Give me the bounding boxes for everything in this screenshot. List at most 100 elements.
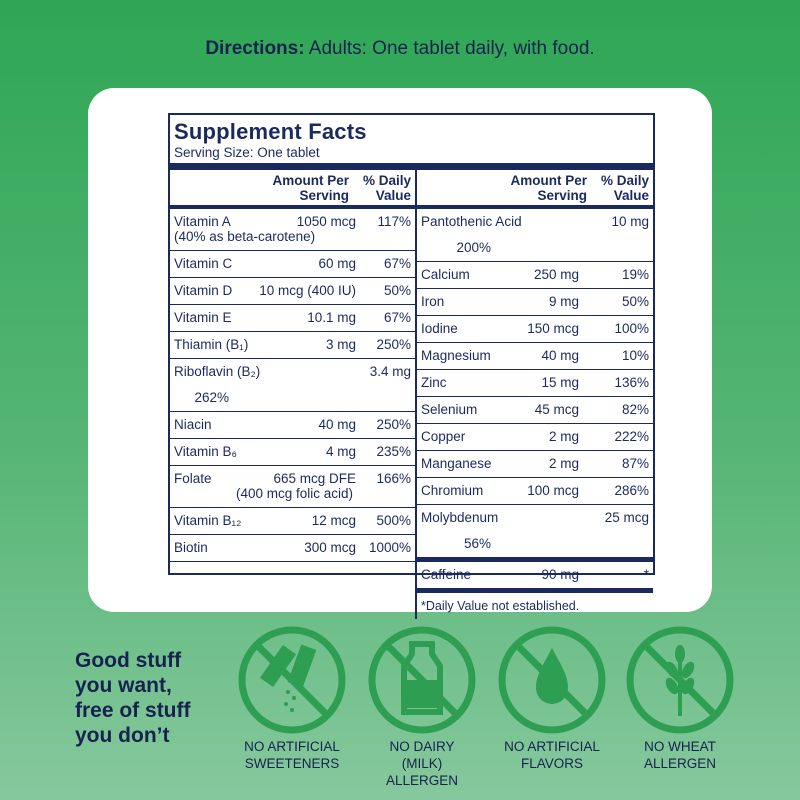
nutrient-amount: 250 mg — [533, 267, 579, 282]
nutrient-row: Manganese 2 mg 87% — [417, 451, 653, 478]
badge-line: NO WHEAT — [644, 739, 716, 754]
nutrient-row: Iron 9 mg 50% — [417, 289, 653, 316]
badge: NO ARTIFICIAL SWEETENERS — [222, 624, 362, 772]
nutrient-row: Magnesium 40 mg 10% — [417, 343, 653, 370]
header-line: Serving — [537, 188, 587, 203]
nutrient-name: Zinc — [421, 375, 447, 390]
dv-header: % Daily Value — [597, 173, 649, 203]
nutrient-name: Folate — [174, 471, 212, 486]
header-line: Value — [375, 188, 411, 203]
daily-value: 1000% — [368, 540, 411, 555]
daily-value: 56% — [463, 536, 491, 551]
nutrient-name: Thiamin (B₁) — [174, 337, 249, 352]
badge: NO ARTIFICIAL FLAVORS — [482, 624, 622, 772]
icon — [498, 626, 606, 734]
badge-line: ALLERGEN — [385, 773, 459, 788]
nutrient-row: Iodine 150 mcg 100% — [417, 316, 653, 343]
daily-value: 50% — [621, 294, 649, 309]
badge-label: NO ARTIFICIAL FLAVORS — [482, 738, 622, 772]
supplement-facts: Supplement Facts Serving Size: One table… — [168, 113, 655, 619]
nutrient-amount: 2 mg — [548, 429, 579, 444]
nutrient-row: Niacin 40 mg 250% — [170, 412, 415, 439]
nutrient-name: Riboflavin (B₂) — [174, 364, 261, 379]
nutrient-row: Biotin 300 mcg 1000% — [170, 535, 415, 562]
daily-value: 500% — [376, 513, 411, 528]
tagline: Good stuff you want, free of stuff you don’… — [75, 648, 191, 748]
header-line: Amount Per — [510, 173, 587, 188]
header-line: % Daily — [362, 173, 411, 188]
daily-value: 262% — [194, 390, 229, 405]
nutrient-amount: 40 mg — [318, 417, 356, 432]
rule — [170, 163, 653, 170]
daily-value: 200% — [456, 240, 491, 255]
nutrient-amount: 665 mcg DFE — [273, 471, 356, 486]
nutrient-amount: 1050 mcg — [296, 214, 356, 229]
nutrient-amount: 100 mcg — [527, 483, 579, 498]
nutrient-amount: 3 mg — [325, 337, 356, 352]
nutrient-name: Vitamin D — [174, 283, 233, 298]
daily-value: 166% — [376, 471, 411, 486]
daily-value: 50% — [383, 283, 411, 298]
nutrient-name: Selenium — [421, 402, 478, 417]
column-header: Amount Per Serving% Daily Value — [170, 170, 415, 209]
nutrient-row: Vitamin A 1050 mcg 117% (40% as beta-carote… — [170, 209, 415, 251]
column-header: Amount Per Serving% Daily Value — [417, 170, 653, 209]
daily-value: 67% — [383, 310, 411, 325]
nutrient-name: Iodine — [421, 321, 458, 336]
daily-value: 250% — [376, 417, 411, 432]
icon — [368, 626, 476, 734]
nutrient-name: Calcium — [421, 267, 470, 282]
nutrient-row: Pantothenic Acid 10 mg 200% — [417, 209, 653, 262]
nutrient-name: Vitamin B₁₂ — [174, 513, 242, 528]
nutrient-amount: 10 mcg (400 IU) — [259, 283, 356, 298]
badge-label: NO ARTIFICIAL SWEETENERS — [222, 738, 362, 772]
nutrient-row: Thiamin (B₁) 3 mg 250% — [170, 332, 415, 359]
daily-value: 286% — [614, 483, 649, 498]
nutrient-amount: 90 mg — [541, 567, 579, 582]
card — [88, 88, 712, 612]
nutrient-row: Copper 2 mg 222% — [417, 424, 653, 451]
nutrient-row: Selenium 45 mcg 82% — [417, 397, 653, 424]
daily-value: 10% — [621, 348, 649, 363]
nutrient-row: Zinc 15 mg 136% — [417, 370, 653, 397]
nutrient-amount: 40 mg — [541, 348, 579, 363]
nutrient-name: Vitamin A — [174, 214, 231, 229]
amount-header: Amount Per Serving — [477, 173, 597, 203]
nutrient-amount: 3.4 mg — [369, 364, 411, 379]
nutrient-row: Caffeine 90 mg * — [417, 558, 653, 589]
nutrient-name: Biotin — [174, 540, 208, 555]
tagline-line: Good stuff — [75, 649, 182, 672]
daily-value: 250% — [376, 337, 411, 352]
nutrient-amount: 15 mg — [541, 375, 579, 390]
nutrient-name: Niacin — [174, 417, 212, 432]
nutrient-row: Vitamin B₆ 4 mg 235% — [170, 439, 415, 466]
nutrient-name: Iron — [421, 294, 445, 309]
badge-line: ALLERGEN — [643, 756, 717, 771]
badge-line: FLAVORS — [520, 756, 583, 771]
nutrient-row: Vitamin E 10.1 mg 67% — [170, 305, 415, 332]
nutrient-amount: 9 mg — [548, 294, 579, 309]
daily-value: 117% — [377, 214, 411, 229]
facts-title: Supplement Facts — [174, 119, 367, 144]
nutrient-amount: 10 mg — [611, 214, 649, 229]
icon — [626, 626, 734, 734]
nutrient-amount: 45 mcg — [534, 402, 579, 417]
footnote: *Daily Value not established. — [417, 589, 653, 619]
tagline-line: free of stuff — [75, 699, 191, 722]
left-column: Amount Per Serving% Daily Value Vitamin A 10… — [170, 170, 415, 619]
header-line: Amount Per — [272, 173, 349, 188]
daily-value: 67% — [383, 256, 411, 271]
nutrient-name: Vitamin C — [174, 256, 233, 271]
daily-value: 235% — [376, 444, 411, 459]
right-column: Amount Per Serving% Daily Value Pantothenic… — [415, 170, 653, 619]
nutrient-name: Molybdenum — [421, 510, 499, 525]
badge-line: NO ARTIFICIAL — [504, 739, 600, 754]
nutrient-name: Caffeine — [421, 567, 472, 582]
header-line: % Daily — [600, 173, 649, 188]
badge-line: SWEETENERS — [244, 756, 340, 771]
directions-text: Adults: One tablet daily, with food. — [308, 38, 595, 59]
directions-label: Directions: — [205, 38, 305, 59]
nutrient-name: Pantothenic Acid — [421, 214, 522, 229]
nutrient-name: Chromium — [421, 483, 484, 498]
